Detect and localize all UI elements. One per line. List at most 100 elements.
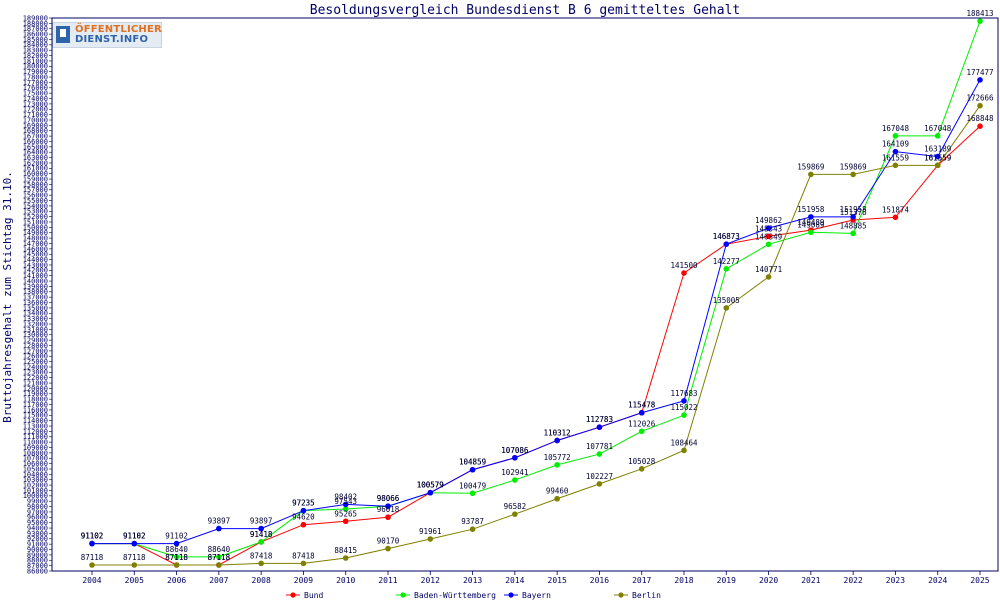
data-point [512,511,518,517]
data-point [892,162,899,169]
y-tick-label: 160000 [23,170,48,178]
data-label: 115478 [628,401,656,410]
y-tick-label: 142000 [23,267,48,275]
series-line-3 [92,105,981,566]
y-tick-label: 109000 [23,444,48,452]
y-tick-label: 110000 [23,439,48,447]
y-tick-label: 145000 [23,251,48,259]
y-tick-label: 100000 [23,492,48,500]
series-line-0 [92,125,981,566]
data-point [850,171,856,178]
x-tick-label: 2025 [970,576,989,585]
data-label: 98066 [377,494,400,503]
data-point [723,305,730,311]
y-tick-label: 153000 [23,208,48,216]
legend-swatch-dot [290,592,296,598]
y-tick-label: 94000 [27,524,48,532]
y-tick-label: 186000 [23,31,48,39]
y-tick-label: 108000 [23,449,48,457]
data-label: 159869 [840,162,867,171]
data-point [342,518,349,525]
x-tick-label: 2006 [167,576,186,585]
y-tick-label: 136000 [23,299,48,307]
x-tick-label: 2011 [378,576,397,585]
data-label: 149489 [797,218,824,227]
y-tick-label: 87000 [27,562,48,570]
data-label: 177477 [966,68,993,77]
data-label: 188413 [966,9,993,18]
data-label: 100579 [417,481,444,490]
y-tick-label: 173000 [23,100,48,108]
data-label: 87418 [250,551,273,560]
data-point [427,489,434,496]
x-tick-label: 2012 [421,576,440,585]
data-label: 98402 [334,492,357,501]
legend-entry: Berlin [632,591,661,600]
y-tick-label: 123000 [23,369,48,377]
x-tick-label: 2023 [886,576,905,585]
data-label: 102941 [501,468,528,477]
data-label: 104859 [459,458,486,467]
data-point [258,525,264,532]
y-tick-label: 91000 [27,541,48,549]
data-label: 102227 [586,472,613,481]
data-label: 100479 [459,481,486,490]
x-tick-label: 2021 [801,576,820,585]
data-label: 91102 [81,532,104,541]
data-label: 87118 [123,553,146,562]
data-label: 90170 [377,537,400,546]
legend-entry: Baden-Württemberg [414,591,496,600]
data-point [89,540,95,547]
y-tick-label: 176000 [23,84,48,92]
data-point [596,451,603,457]
data-point [469,526,476,532]
data-point [934,153,941,160]
data-point [977,18,983,24]
y-tick-label: 99000 [27,498,48,506]
data-label: 151958 [840,205,868,214]
y-tick-label: 143000 [23,261,48,269]
x-tick-label: 2008 [252,576,271,585]
data-label: 112783 [586,415,613,424]
data-point [469,490,476,497]
data-point [512,454,518,461]
y-tick-label: 115000 [23,412,48,420]
data-point [892,214,899,221]
data-point [638,409,645,416]
y-tick-label: 159000 [23,175,48,183]
y-tick-label: 182000 [23,52,48,60]
data-label: 104859 [459,458,486,467]
data-point [173,562,180,568]
data-point [385,514,391,521]
y-tick-label: 162000 [23,159,48,167]
data-label: 94620 [292,513,315,522]
data-point [300,560,307,567]
data-label: 98066 [377,494,400,503]
data-label: 161559 [924,153,951,162]
data-label: 167048 [882,124,910,133]
data-label: 91961 [419,527,442,536]
data-point [596,424,603,431]
data-label: 93787 [461,517,484,526]
data-label: 100579 [417,481,444,490]
y-tick-label: 106000 [23,460,48,468]
y-tick-label: 151000 [23,218,48,226]
y-tick-label: 188000 [23,20,48,28]
y-tick-label: 156000 [23,192,48,200]
data-point [765,241,772,248]
y-tick-label: 179000 [23,68,48,76]
y-tick-label: 141000 [23,272,48,280]
data-point [723,241,730,247]
y-axis-label: Bruttojahresgehalt zum Stichtag 31.10. [1,171,14,423]
y-tick-label: 96000 [27,514,48,522]
data-label: 172666 [966,94,994,103]
data-point [977,102,983,109]
y-tick-label: 177000 [23,79,48,87]
y-tick-label: 175000 [23,90,48,98]
data-point [681,412,687,418]
y-tick-label: 131000 [23,326,48,334]
data-point [216,554,222,560]
y-tick-label: 114000 [23,417,48,425]
data-label: 115478 [628,401,656,410]
y-tick-label: 103000 [23,476,48,484]
